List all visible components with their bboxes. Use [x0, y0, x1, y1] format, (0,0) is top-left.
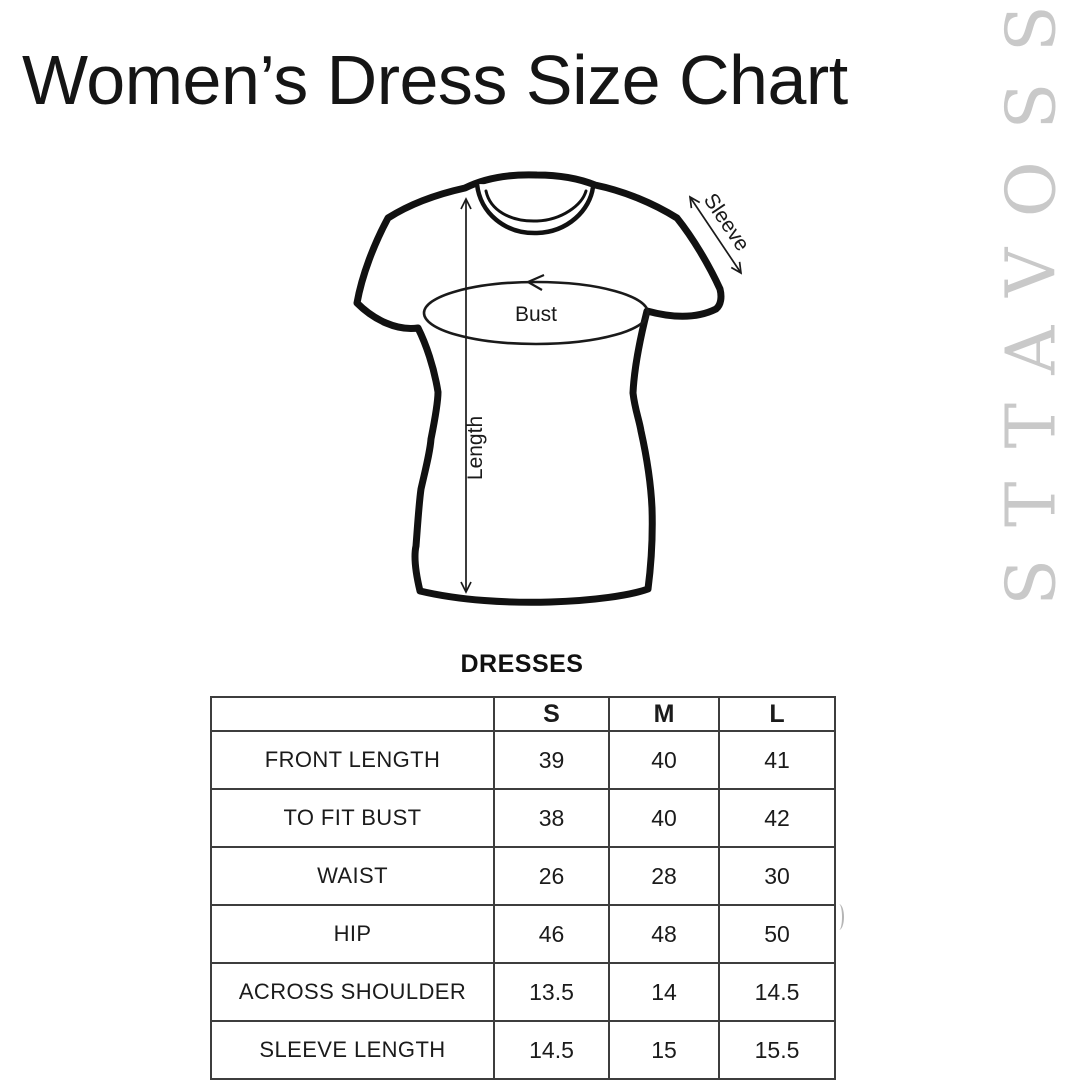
size-value: 41 — [718, 730, 836, 790]
size-value: 48 — [608, 904, 720, 964]
tshirt-measurement-diagram: Bust Length Sleeve — [353, 171, 754, 606]
size-table: S M L FRONT LENGTH 39 40 41 TO FIT BUST … — [210, 696, 836, 1080]
table-title: DRESSES — [460, 650, 584, 678]
size-value: 14 — [608, 962, 720, 1022]
table-row-sleeve-length: SLEEVE LENGTH 14.5 15 15.5 — [210, 1020, 836, 1080]
tshirt-outline — [353, 171, 725, 606]
size-value: 14.5 — [493, 1020, 610, 1080]
table-row-to-fit-bust: TO FIT BUST 38 40 42 — [210, 788, 836, 848]
size-value: 13.5 — [493, 962, 610, 1022]
size-value: 46 — [493, 904, 610, 964]
table-row-hip: HIP 46 48 50 — [210, 904, 836, 964]
size-value: 39 — [493, 730, 610, 790]
bust-arrowhead — [525, 273, 545, 291]
table-row-waist: WAIST 26 28 30 — [210, 846, 836, 906]
corner-cell — [210, 696, 495, 732]
brand-watermark-text: STTAVOSS — [992, 0, 1072, 606]
col-header-m: M — [608, 696, 720, 732]
size-value: 50 — [718, 904, 836, 964]
col-header-l: L — [718, 696, 836, 732]
size-value: 15.5 — [718, 1020, 836, 1080]
page-title: Women’s Dress Size Chart — [22, 41, 848, 119]
size-value: 42 — [718, 788, 836, 848]
size-value: 28 — [608, 846, 720, 906]
size-value: 38 — [493, 788, 610, 848]
size-value: 40 — [608, 788, 720, 848]
row-label: SLEEVE LENGTH — [210, 1020, 495, 1080]
collar-outer-line — [474, 181, 596, 236]
size-value: 30 — [718, 846, 836, 906]
row-label: HIP — [210, 904, 495, 964]
scan-artifact — [834, 904, 844, 930]
bust-label: Bust — [515, 303, 557, 326]
bust-measure-ellipse — [422, 280, 650, 346]
brand-watermark: STTAVOSS — [986, 0, 1078, 620]
collar-inner-line — [484, 189, 588, 223]
table-row-across-shoulder: ACROSS SHOULDER 13.5 14 14.5 — [210, 962, 836, 1022]
length-label: Length — [464, 416, 487, 480]
size-value: 26 — [493, 846, 610, 906]
row-label: WAIST — [210, 846, 495, 906]
size-value: 40 — [608, 730, 720, 790]
row-label: FRONT LENGTH — [210, 730, 495, 790]
size-value: 15 — [608, 1020, 720, 1080]
row-label: TO FIT BUST — [210, 788, 495, 848]
col-header-s: S — [493, 696, 610, 732]
sleeve-measure-arrow — [688, 195, 743, 275]
size-value: 14.5 — [718, 962, 836, 1022]
row-label: ACROSS SHOULDER — [210, 962, 495, 1022]
table-row-front-length: FRONT LENGTH 39 40 41 — [210, 730, 836, 790]
table-header-row: S M L — [210, 696, 836, 732]
